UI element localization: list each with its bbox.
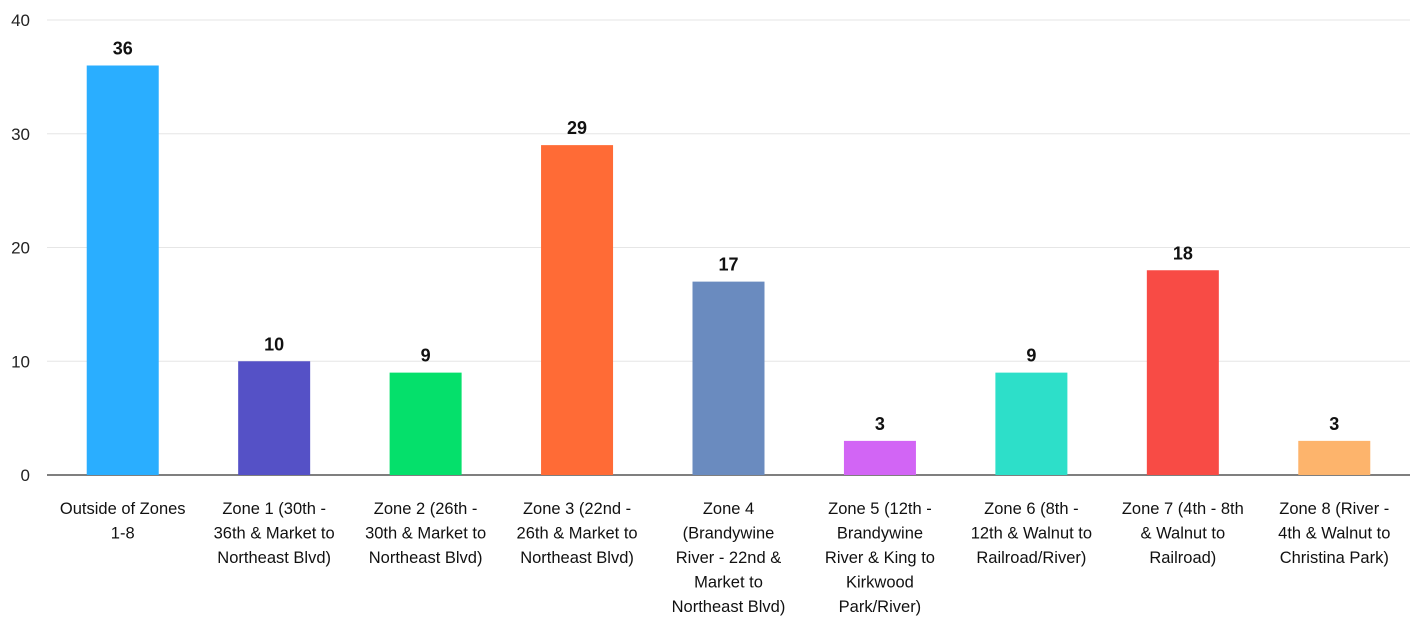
bar (238, 361, 310, 475)
data-label: 17 (718, 255, 738, 275)
category-labels: Outside of Zones 1-8 Zone 1 (30th - 36th & … (60, 500, 1390, 616)
y-tick-label: 0 (21, 466, 30, 485)
data-label: 9 (421, 346, 431, 366)
category-label-line: River - 22nd & (676, 549, 781, 567)
category-label-line: 36th & Market to (214, 525, 335, 543)
category-label-line: Zone 8 (River - (1279, 500, 1389, 518)
category-label-line: Zone 6 (8th - (984, 500, 1078, 518)
y-tick-label: 40 (11, 11, 30, 30)
data-label: 29 (567, 118, 587, 138)
category-label-line: Zone 2 (26th - (374, 500, 478, 518)
bar (390, 373, 462, 475)
category-label: Zone 6 (8th - 12th & Walnut to Railroad/Ri… (971, 500, 1092, 567)
bar (541, 145, 613, 475)
category-label: Zone 7 (4th - 8th & Walnut to Railroad) (1122, 500, 1244, 567)
category-label-line: Zone 1 (30th - (222, 500, 326, 518)
category-label-line: 4th & Walnut to (1278, 525, 1390, 543)
category-label: Zone 4 (Brandywine River - 22nd & Market to… (672, 500, 786, 616)
category-label-line: Railroad/River) (976, 549, 1086, 567)
bar (1147, 270, 1219, 475)
category-label-line: & Walnut to (1140, 525, 1225, 543)
bar (87, 66, 159, 476)
category-label-line: Christina Park) (1280, 549, 1389, 567)
category-label-line: Zone 3 (22nd - (523, 500, 631, 518)
category-label-line: (Brandywine (683, 525, 775, 543)
category-label-line: Zone 4 (703, 500, 754, 518)
data-label: 36 (113, 39, 133, 59)
category-label-line: Park/River) (839, 598, 922, 616)
y-axis-tick-labels: 0 10 20 30 40 (11, 11, 30, 485)
category-label: Outside of Zones 1-8 (60, 500, 186, 543)
category-label-line: Northeast Blvd) (672, 598, 786, 616)
category-label-line: Brandywine (837, 525, 923, 543)
category-label-line: River & King to (825, 549, 935, 567)
data-label: 9 (1026, 346, 1036, 366)
y-tick-label: 30 (11, 125, 30, 144)
category-label-line: Outside of Zones (60, 500, 186, 518)
data-label: 3 (875, 414, 885, 434)
bar (693, 282, 765, 475)
category-label: Zone 1 (30th - 36th & Market to Northeast … (214, 500, 335, 567)
category-label-line: Zone 5 (12th - (828, 500, 932, 518)
data-label: 10 (264, 334, 284, 354)
category-label-line: Northeast Blvd) (520, 549, 634, 567)
category-label-line: Market to (694, 574, 763, 592)
bar (1298, 441, 1370, 475)
bar (844, 441, 916, 475)
data-label: 3 (1329, 414, 1339, 434)
category-label-line: Northeast Blvd) (217, 549, 331, 567)
data-label: 18 (1173, 243, 1193, 263)
y-tick-label: 10 (11, 352, 30, 371)
y-tick-label: 20 (11, 239, 30, 258)
category-label-line: Kirkwood (846, 574, 914, 592)
category-label: Zone 2 (26th - 30th & Market to Northeast … (365, 500, 486, 567)
category-label: Zone 8 (River - 4th & Walnut to Christina … (1278, 500, 1390, 567)
category-label-line: 12th & Walnut to (971, 525, 1092, 543)
category-label-line: 30th & Market to (365, 525, 486, 543)
category-label-line: 26th & Market to (517, 525, 638, 543)
bar (995, 373, 1067, 475)
category-label-line: Northeast Blvd) (369, 549, 483, 567)
category-label-line: Railroad) (1149, 549, 1216, 567)
category-label-line: Zone 7 (4th - 8th (1122, 500, 1244, 518)
category-label-line: 1-8 (111, 525, 135, 543)
category-label: Zone 3 (22nd - 26th & Market to Northeast … (517, 500, 638, 567)
category-label: Zone 5 (12th - Brandywine River & King to K… (825, 500, 935, 616)
